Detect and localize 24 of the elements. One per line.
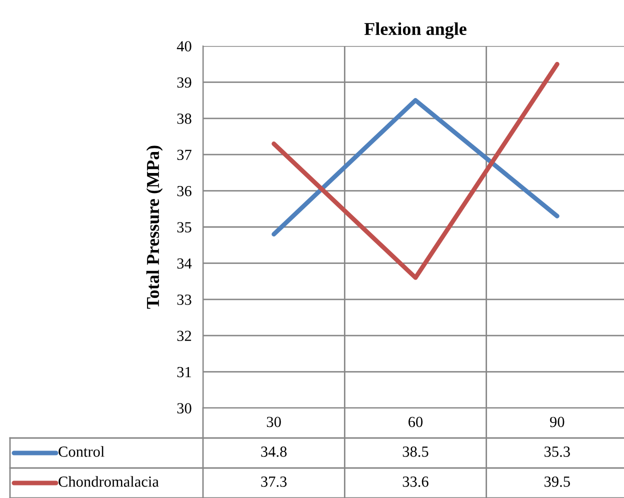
y-tick-label: 36 bbox=[177, 186, 192, 196]
data-label: 34.8 bbox=[261, 446, 287, 457]
data-label: 35.3 bbox=[544, 446, 570, 457]
data-label: 38.5 bbox=[402, 446, 428, 457]
legend-label: Chondromalacia bbox=[58, 476, 159, 487]
y-axis-title: Total Pressure (MPa) bbox=[146, 146, 163, 309]
y-tick-label: 35 bbox=[177, 222, 192, 232]
y-tick-label: 30 bbox=[177, 403, 192, 414]
y-tick-label: 34 bbox=[177, 258, 192, 269]
legend-label: Control bbox=[58, 446, 104, 457]
y-tick-label: 37 bbox=[177, 150, 192, 160]
y-tick-label: 40 bbox=[176, 41, 192, 52]
y-tick-label: 33 bbox=[177, 294, 192, 305]
chart-title: Flexion angle bbox=[364, 22, 466, 39]
y-tick-label: 31 bbox=[177, 366, 191, 378]
data-label: 37.3 bbox=[261, 476, 287, 487]
x-tick-label: 60 bbox=[408, 416, 423, 428]
x-tick-label: 30 bbox=[266, 416, 281, 428]
data-label: 33.6 bbox=[402, 476, 428, 487]
x-tick-label: 90 bbox=[550, 416, 564, 428]
y-tick-label: 38 bbox=[177, 114, 192, 124]
y-tick-label: 32 bbox=[177, 330, 192, 342]
y-tick-label: 39 bbox=[177, 77, 192, 88]
data-label: 39.5 bbox=[544, 476, 570, 487]
